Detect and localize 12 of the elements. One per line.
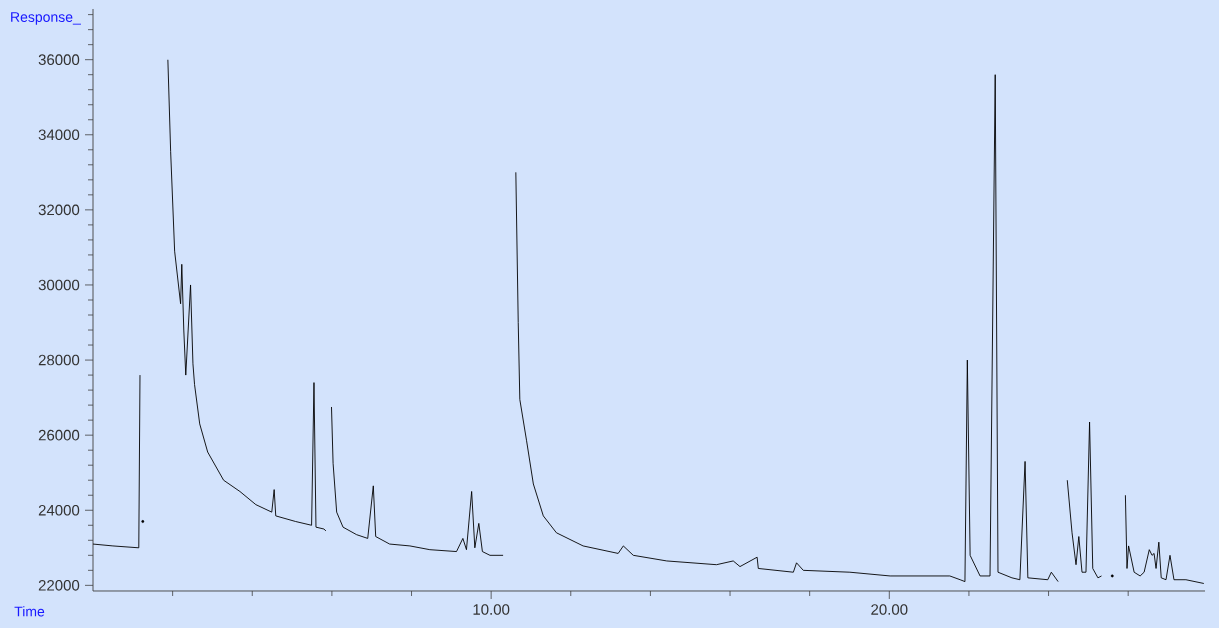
x-tick-label: 20.00 — [871, 604, 908, 615]
y-tick-label: 22000 — [38, 580, 80, 591]
y-tick-label: 28000 — [38, 354, 80, 366]
y-tick-label: 24000 — [38, 504, 80, 516]
x-tick-label: 10.00 — [473, 604, 510, 615]
y-tick-label: 34000 — [38, 129, 80, 141]
y-tick-label: 30000 — [38, 279, 80, 291]
x-axis-title: Time — [14, 606, 45, 617]
y-tick-label: 36000 — [38, 54, 80, 65]
y-tick-label: 26000 — [38, 429, 80, 441]
y-tick-label: 32000 — [38, 204, 80, 216]
y-axis-title: Response_ — [11, 12, 81, 25]
